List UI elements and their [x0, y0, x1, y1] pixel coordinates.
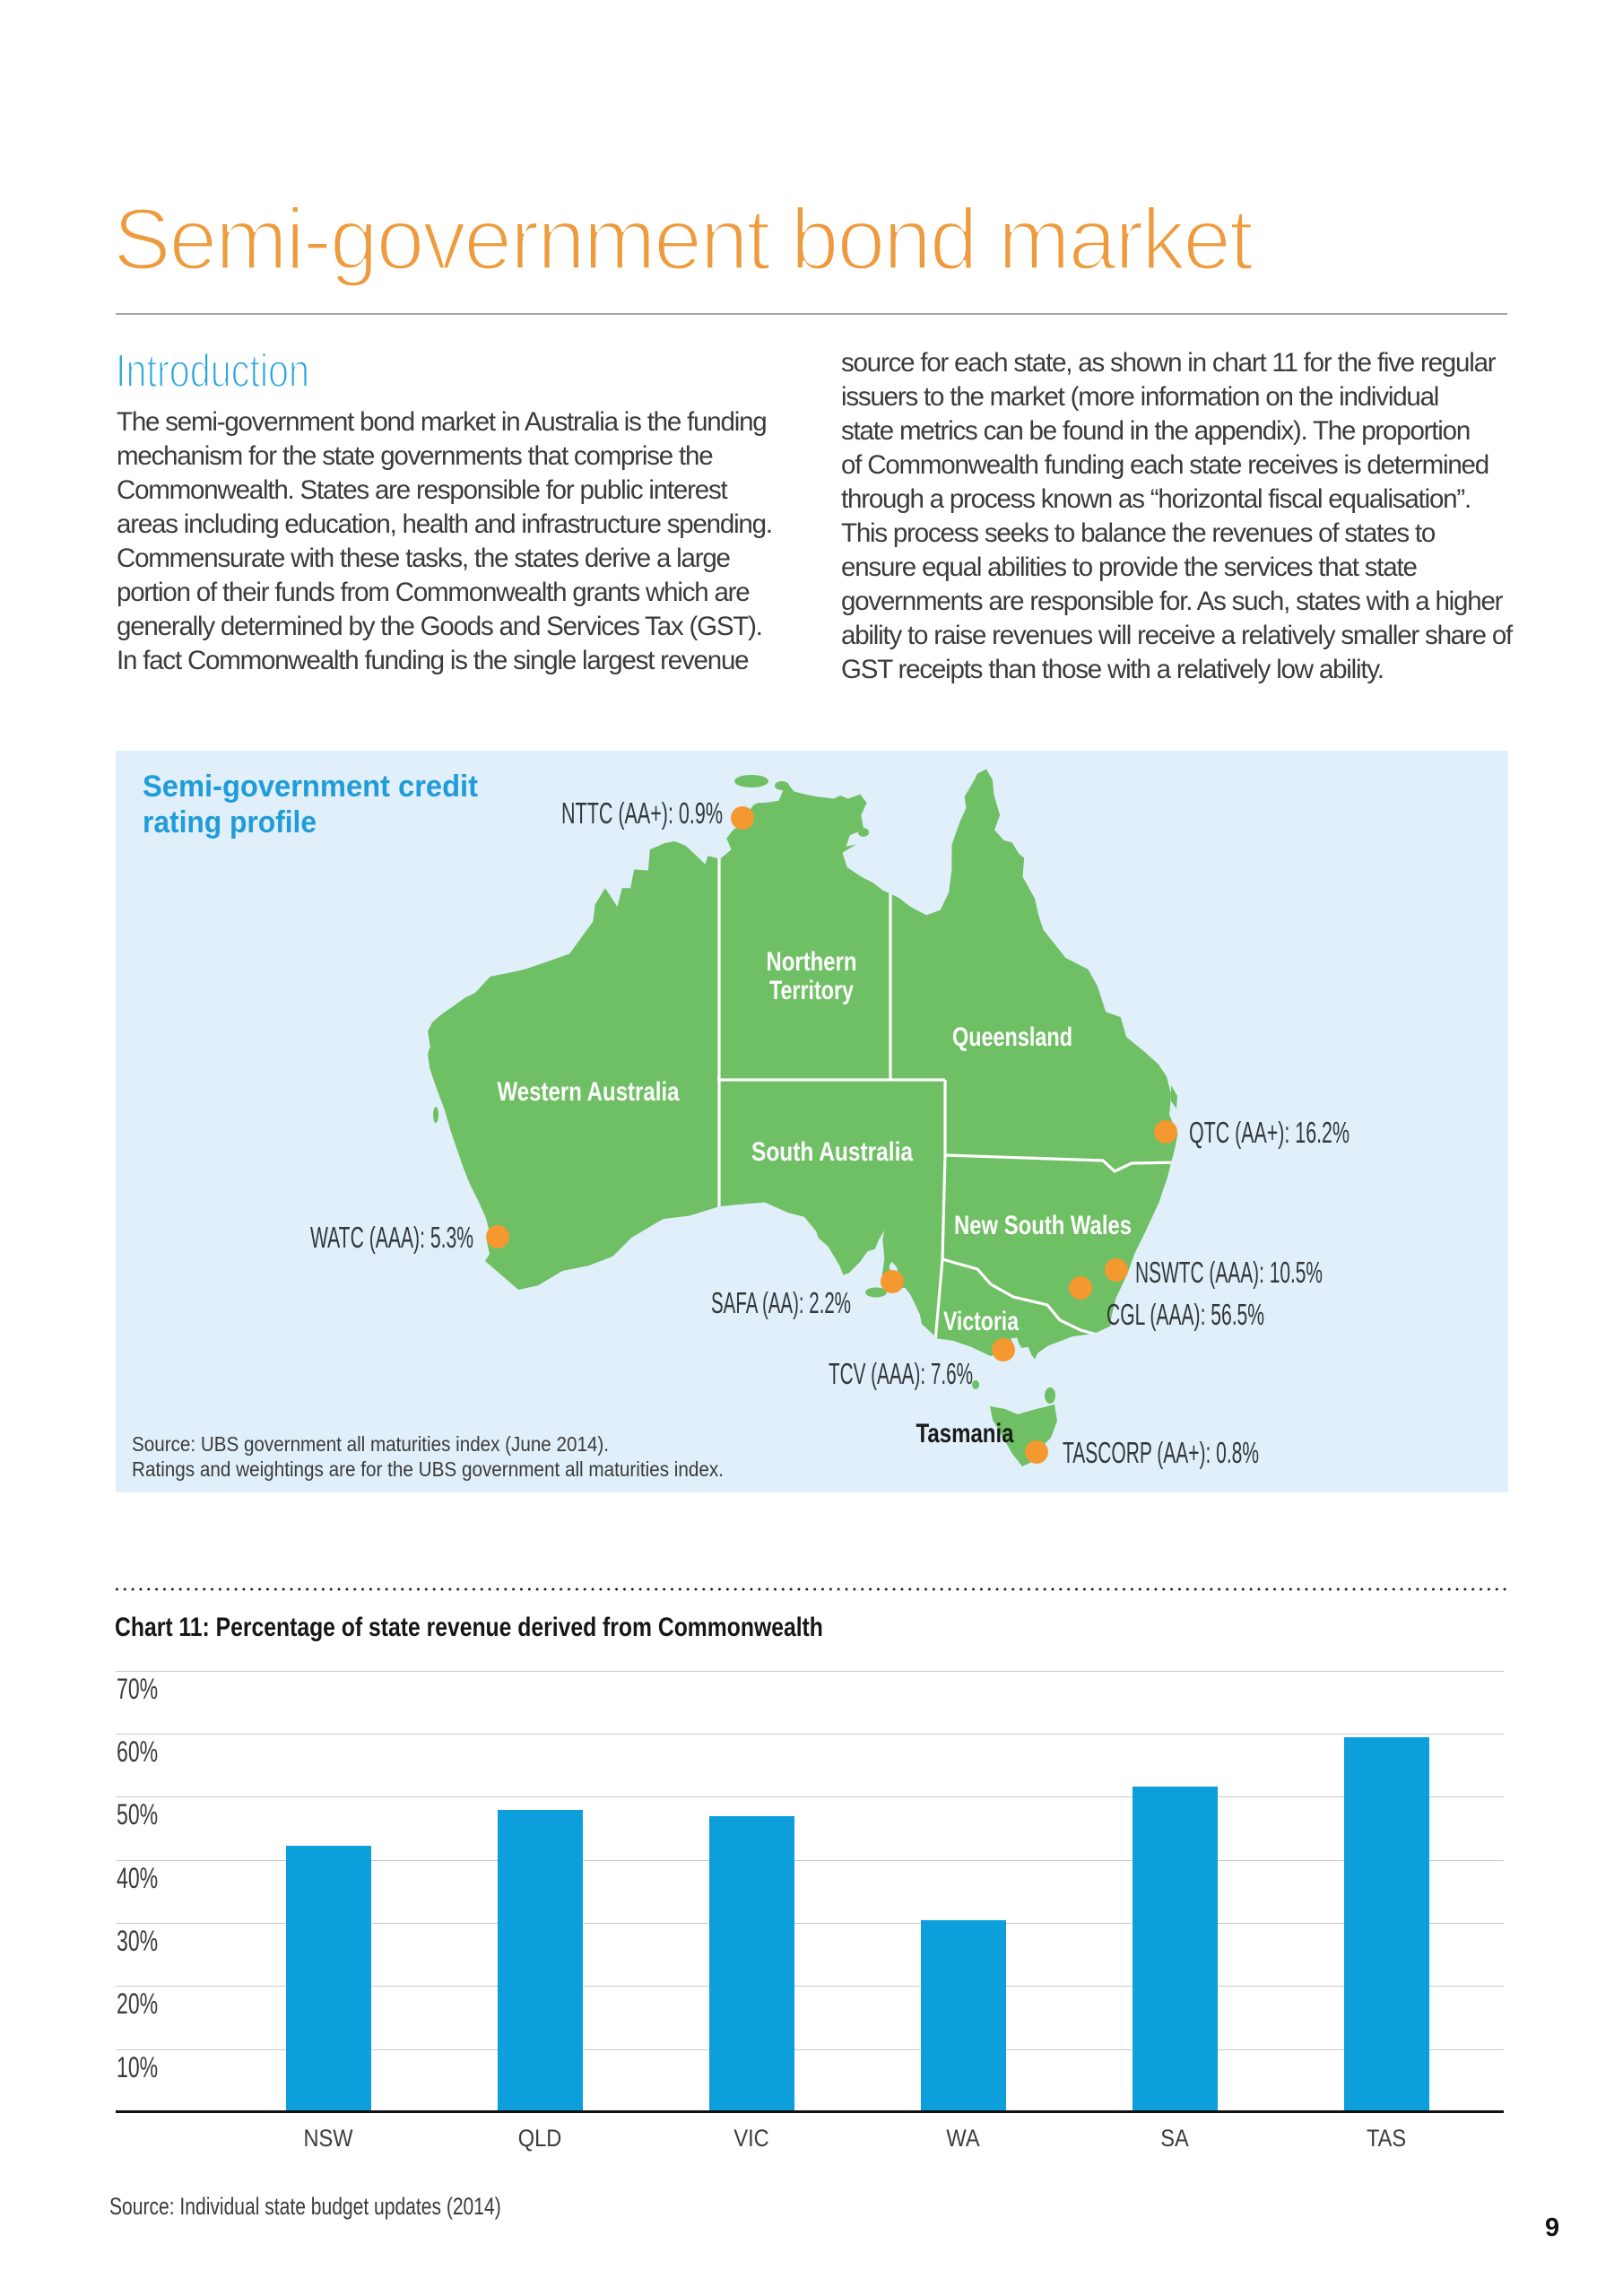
svg-text:Ratings and weightings are for: Ratings and weightings are for the UBS g… — [132, 1457, 724, 1481]
svg-text:CGL (AAA): 56.5%: CGL (AAA): 56.5% — [1107, 1298, 1264, 1331]
svg-text:South Australia: South Australia — [751, 1137, 913, 1167]
svg-text:NTTC (AA+): 0.9%: NTTC (AA+): 0.9% — [561, 796, 723, 830]
svg-text:NSWTC (AAA): 10.5%: NSWTC (AAA): 10.5% — [1135, 1256, 1323, 1289]
svg-text:SAFA (AA): 2.2%: SAFA (AA): 2.2% — [711, 1286, 851, 1319]
svg-text:Source: UBS government all mat: Source: UBS government all maturities in… — [132, 1432, 609, 1456]
svg-text:rating profile: rating profile — [143, 805, 317, 839]
svg-text:QTC (AA+): 16.2%: QTC (AA+): 16.2% — [1189, 1116, 1350, 1149]
svg-text:Northern: Northern — [767, 947, 857, 977]
svg-text:Queensland: Queensland — [952, 1022, 1072, 1052]
svg-text:TASCORP (AA+): 0.8%: TASCORP (AA+): 0.8% — [1063, 1436, 1259, 1469]
svg-text:New South Wales: New South Wales — [954, 1211, 1132, 1240]
svg-text:TCV (AAA): 7.6%: TCV (AAA): 7.6% — [829, 1357, 973, 1390]
svg-text:Western Australia: Western Australia — [498, 1077, 680, 1107]
svg-text:Territory: Territory — [769, 976, 854, 1005]
svg-text:Tasmania: Tasmania — [916, 1419, 1014, 1448]
svg-text:WATC (AAA): 5.3%: WATC (AAA): 5.3% — [310, 1221, 473, 1254]
svg-text:Victoria: Victoria — [943, 1307, 1019, 1336]
svg-text:Semi-government credit: Semi-government credit — [143, 770, 478, 804]
